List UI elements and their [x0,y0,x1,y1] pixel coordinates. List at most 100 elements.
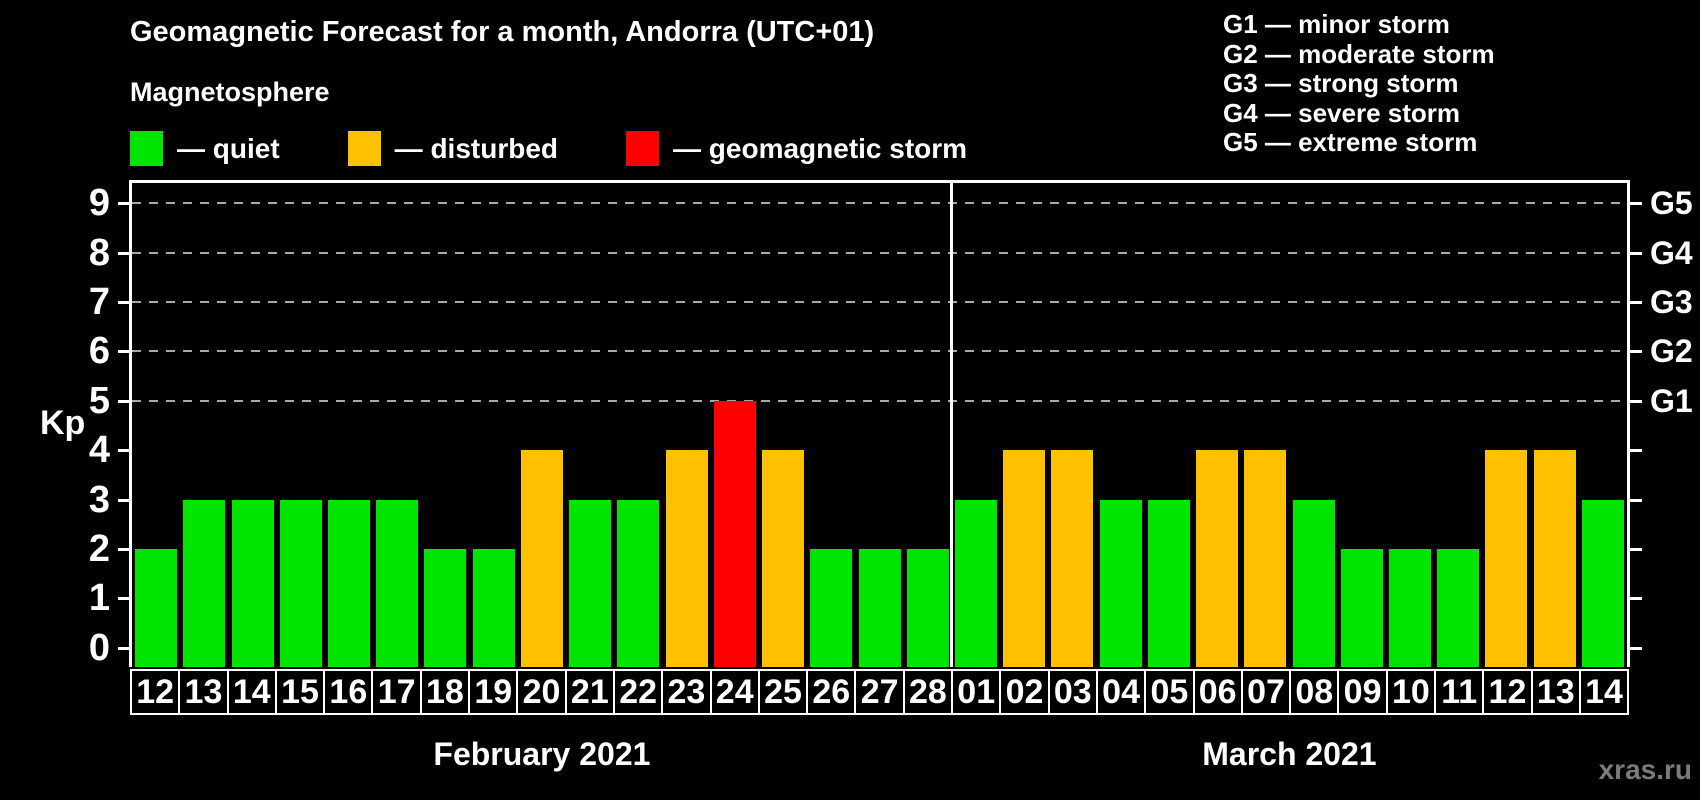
y-tick-left-4 [118,449,132,453]
date-cell-13: 13 [178,669,229,715]
kp-bar-march-02 [1003,450,1046,667]
y-tick-left-0 [118,646,132,650]
date-cell-21: 21 [564,669,615,715]
date-cell-23: 23 [661,669,712,715]
kp-bar-february-23 [665,450,708,667]
y-tick-right-1 [1627,597,1642,601]
y-tick-left-2 [118,547,132,551]
date-cell-09: 09 [1337,669,1388,715]
y-tick-label-4: 4 [88,429,110,472]
date-cell-02: 02 [999,669,1050,715]
date-cell-04: 04 [1095,669,1147,715]
y-tick-right-7 [1627,301,1642,305]
legend-item-storm: — geomagnetic storm [626,131,967,166]
kp-bar-february-25 [762,450,805,667]
legend-item-quiet: — quiet [130,131,280,166]
kp-bar-february-19 [472,548,515,667]
watermark: xras.ru [1598,754,1692,785]
kp-bar-february-22 [617,499,660,667]
y-tick-left-8 [118,251,132,255]
kp-bar-february-18 [424,548,467,667]
y-tick-right-8 [1627,251,1642,255]
g-scale-legend-line-g4: G4 — severe storm [1223,97,1461,128]
month-label-march: March 2021 [1202,736,1377,772]
date-cell-27: 27 [854,669,905,715]
y-tick-left-7 [118,301,132,305]
kp-bar-february-28 [906,548,949,667]
y-tick-label-2: 2 [88,527,110,570]
date-cell-01: 01 [951,669,1002,715]
g-scale-legend-line-g3: G3 — strong storm [1223,68,1459,98]
kp-bar-march-06 [1196,450,1239,667]
month-divider [950,183,954,667]
month-label-february: February 2021 [433,736,651,772]
date-cell-14: 14 [1578,669,1630,715]
legend-swatch-quiet [130,131,163,166]
y-tick-left-5 [118,399,132,403]
kp-bar-march-07 [1244,450,1287,667]
y-tick-label-6: 6 [88,330,110,373]
kp-bar-february-15 [279,499,322,667]
legend-label-storm: — geomagnetic storm [673,132,968,164]
date-cell-22: 22 [612,669,664,715]
kp-bar-march-11 [1437,548,1480,667]
legend-label-disturbed: — disturbed [394,132,559,164]
date-cell-18: 18 [419,669,471,715]
date-cell-07: 07 [1240,669,1292,715]
kp-bar-february-24 [713,400,756,667]
kp-bar-march-05 [1147,499,1190,667]
kp-bar-february-13 [183,499,226,667]
y-tick-label-3: 3 [88,478,110,521]
date-cell-19: 19 [468,669,519,715]
y-tick-right-9 [1627,202,1642,206]
date-cell-11: 11 [1434,669,1485,715]
date-cell-15: 15 [274,669,326,715]
date-cell-13: 13 [1530,669,1581,715]
y-tick-left-9 [118,202,132,206]
y-tick-left-1 [118,597,132,601]
g-scale-legend-line-g5: G5 — extreme storm [1223,127,1478,157]
date-cell-17: 17 [371,669,422,715]
legend-item-disturbed: — disturbed [347,131,559,166]
gridline-kp6 [132,350,1627,353]
kp-bar-march-08 [1292,499,1335,667]
kp-bar-march-12 [1485,450,1528,667]
chart-subtitle: Magnetosphere [130,77,330,107]
legend-swatch-disturbed [347,131,381,166]
y-tick-right-2 [1627,547,1642,551]
date-cell-28: 28 [902,669,954,715]
date-cell-10: 10 [1385,669,1437,715]
y-tick-right-5 [1627,399,1642,403]
y-tick-label-7: 7 [88,281,110,324]
date-cell-24: 24 [709,669,760,715]
plot-area [132,183,1627,667]
kp-bar-february-20 [520,450,563,667]
plot-frame [129,180,1630,667]
kp-bar-february-26 [810,548,853,667]
g-scale-legend-line-g1: G1 — minor storm [1223,9,1450,39]
date-cell-12: 12 [1482,669,1533,715]
date-cell-06: 06 [1192,669,1243,715]
gridline-kp5 [132,399,1627,402]
date-cell-14: 14 [226,669,277,715]
date-cell-25: 25 [757,669,809,715]
date-cell-05: 05 [1144,669,1195,715]
kp-bar-march-09 [1340,548,1383,667]
y-tick-right-4 [1627,449,1642,453]
status-legend: — quiet — disturbed — geomagnetic storm [130,131,967,166]
y-tick-right-0 [1627,646,1642,650]
y-tick-right-3 [1627,498,1642,502]
y-tick-right-6 [1627,350,1642,354]
date-cell-16: 16 [323,669,374,715]
date-cell-26: 26 [806,669,857,715]
kp-bar-march-14 [1581,499,1624,667]
g-axis-label-g5: G5 [1650,185,1693,222]
kp-bar-march-04 [1099,499,1142,667]
g-axis-label-g3: G3 [1650,284,1693,321]
kp-bar-march-01 [954,499,997,667]
date-cell-03: 03 [1047,669,1098,715]
kp-bar-february-27 [858,548,901,667]
kp-bar-february-21 [569,499,612,667]
gridline-kp7 [132,301,1627,304]
gridline-kp8 [132,251,1627,254]
